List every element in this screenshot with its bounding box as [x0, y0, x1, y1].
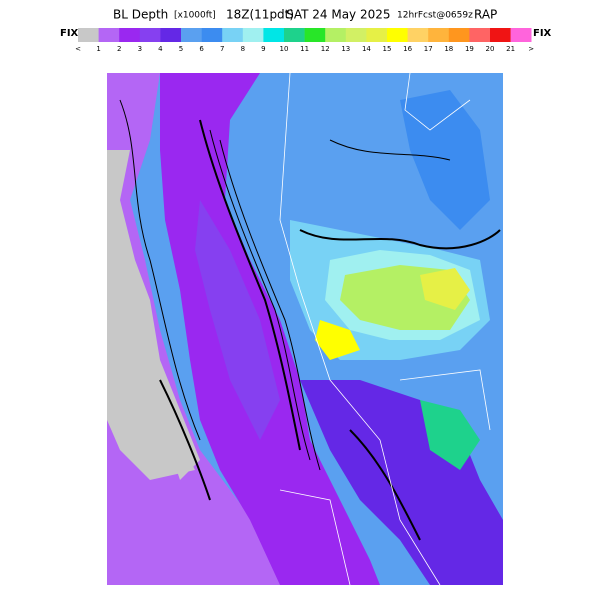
colorbar-label: 14 — [362, 45, 371, 53]
colorbar-label: 7 — [220, 45, 224, 53]
map — [107, 72, 503, 586]
colorbar-label: 20 — [486, 45, 495, 53]
colorbar-swatch — [490, 28, 511, 42]
contour-lines — [119, 99, 501, 541]
dark-purple-region — [160, 73, 380, 585]
contour-line — [299, 229, 501, 250]
state-boundary — [399, 369, 491, 431]
colorbar-swatch — [181, 28, 202, 42]
teal-region — [420, 400, 480, 470]
yellow-region — [420, 268, 470, 310]
colorbar-label: < — [75, 45, 81, 53]
colorbar-label: 10 — [280, 45, 289, 53]
colorbar-swatch — [284, 28, 305, 42]
gray-region — [107, 300, 195, 480]
colorbar-swatch — [428, 28, 450, 42]
contour-line — [219, 139, 321, 471]
title-forecast: 12hrFcst@0659z — [397, 11, 473, 21]
colorbar-swatch — [160, 28, 182, 42]
colorbar-label: 17 — [424, 45, 433, 53]
title-text: BL Depth — [113, 8, 168, 22]
boundaries — [279, 72, 491, 586]
colorbar-swatch — [304, 28, 326, 42]
colorbar-label: 3 — [138, 45, 142, 53]
colorbar-swatch — [469, 28, 491, 42]
colorbar-swatch — [387, 28, 408, 42]
contour-line — [349, 429, 421, 541]
colorbar-label: 19 — [465, 45, 474, 53]
colorbar-swatch — [325, 28, 347, 42]
colorbar-swatch — [242, 28, 264, 42]
title: BL Depth [x1000ft] 18Z(11pdt) SAT 24 May… — [113, 8, 497, 22]
title-model: RAP — [474, 8, 497, 22]
colorbar-swatch — [366, 28, 388, 42]
state-boundary — [279, 72, 441, 586]
colorbar-left-label: FIX — [60, 28, 79, 39]
contour-line — [199, 119, 301, 451]
title-unit: [x1000ft] — [174, 11, 216, 21]
yellow-region — [315, 320, 360, 360]
colorbar-label: 4 — [158, 45, 163, 53]
contour-line — [159, 379, 211, 501]
contour-line — [329, 139, 451, 161]
colorbar-label: 1 — [96, 45, 100, 53]
colorbar-swatch — [78, 28, 99, 42]
colorbar: FIX FIX <1 2 3 4 5 6 7 8 9 10 11 12 13 14 15 16 17 18 19 20… — [60, 28, 552, 53]
colorbar-swatch — [345, 28, 367, 42]
colorbar-label: 13 — [341, 45, 350, 53]
colorbar-swatch — [98, 28, 120, 42]
colorbar-label: 18 — [444, 45, 453, 53]
colorbar-label: 15 — [383, 45, 392, 53]
state-boundary — [404, 72, 471, 131]
colorbar-label: > — [528, 45, 534, 53]
colorbar-swatch — [222, 28, 244, 42]
colorbar-label: 11 — [300, 45, 309, 53]
colorbar-swatch — [119, 28, 141, 42]
title-date: SAT 24 May 2025 — [286, 8, 391, 22]
colorbar-label: 16 — [403, 45, 412, 53]
contour-line — [209, 129, 311, 461]
colorbar-swatch — [510, 28, 532, 42]
contour-line — [119, 99, 201, 441]
colorbar-label: 9 — [261, 45, 265, 53]
colorbar-swatch — [263, 28, 285, 42]
title-time: 18Z(11pdt) — [226, 8, 294, 22]
colorbar-swatch — [448, 28, 470, 42]
blue-region — [400, 90, 490, 230]
colorbar-label: 2 — [117, 45, 121, 53]
colorbar-label: 12 — [321, 45, 330, 53]
colorbar-label: 5 — [179, 45, 183, 53]
violet-region — [195, 200, 280, 440]
colorbar-swatch — [201, 28, 223, 42]
colorbar-label: 6 — [199, 45, 204, 53]
colorbar-swatch — [407, 28, 429, 42]
state-boundary — [279, 489, 351, 586]
colorbar-right-label: FIX — [533, 28, 552, 39]
colorbar-label: 21 — [506, 45, 515, 53]
colorbar-label: 8 — [241, 45, 245, 53]
colorbar-swatch — [139, 28, 161, 42]
